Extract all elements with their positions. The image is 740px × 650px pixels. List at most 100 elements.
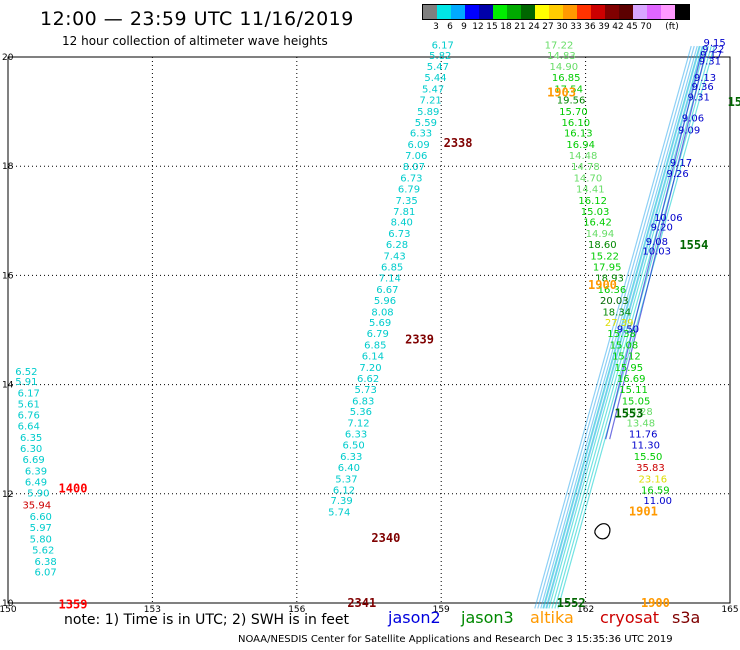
pass-time-label: 1900 [588,278,617,292]
satellite-label-s3a: s3a [672,608,701,627]
wave-height-label: 9.36 [691,82,713,93]
wave-height-label: 6.50 [343,440,365,451]
wave-height-label: 7.39 [330,496,352,507]
wave-height-label: 11.00 [643,496,672,507]
wave-height-label: 6.33 [345,430,367,441]
wave-height-label: 8.07 [403,162,425,173]
swath-blue [537,45,695,609]
wave-height-label: 7.81 [393,207,415,218]
legend-label: 27 [542,22,554,32]
wave-height-label: 14.78 [571,162,600,173]
wave-height-label: 14.28 [624,407,653,418]
swath-cyan [545,45,703,609]
island-outline [594,523,611,540]
satellite-label-jason3: jason3 [461,608,514,627]
wave-height-label: 6.85 [364,341,386,352]
pass-time-label: 1359 [59,597,88,611]
legend-label: 15 [486,22,498,32]
legend-color-bar [422,4,690,20]
wave-height-label: 6.40 [338,463,360,474]
wave-height-label: 5.90 [27,489,49,500]
wave-height-label: 8.08 [371,307,393,318]
wave-height-label: 14.83 [547,51,576,62]
swath-cyan [542,45,700,609]
wave-height-label: 20.03 [600,296,629,307]
legend-swatch [549,5,563,19]
swath-blue [546,45,704,609]
wave-height-label: 5.73 [355,385,377,396]
legend-swatch [451,5,465,19]
x-tick-label: 165 [721,605,738,615]
wave-height-label: 5.44 [424,73,446,84]
wave-height-label: 7.06 [405,151,427,162]
wave-height-label: 7.21 [420,95,442,106]
y-tick-label: 16 [2,271,14,281]
wave-height-label: 5.47 [427,62,449,73]
legend-swatch [507,5,521,19]
wave-height-label: 15.70 [559,107,588,118]
wave-height-label: 15.11 [619,385,648,396]
wave-height-label: 7.14 [379,273,401,284]
pass-time-label: 1901 [629,505,658,519]
legend-label: 36 [584,22,596,32]
y-tick-label: 14 [2,381,14,391]
legend-label: 70 [640,22,652,32]
pass-time-label: 2341 [347,596,376,610]
wave-height-label: 23.16 [639,474,668,485]
wave-height-label: 6.49 [25,478,47,489]
satellite-label-altika: altika [530,608,574,627]
wave-height-label: 5.47 [422,84,444,95]
legend-swatch [591,5,605,19]
y-tick-label: 10 [2,599,14,609]
wave-height-label: 9.15 [704,38,726,49]
pass-time-label: 2338 [444,136,473,150]
pass-time-label: 1900 [641,596,670,610]
satellite-label-cryosat: cryosat [600,608,660,627]
legend-swatch [675,5,689,19]
wave-height-label: 16.85 [552,73,581,84]
swath-dark-blue [609,51,707,440]
wave-height-label: 17.95 [593,262,622,273]
wave-height-label: 6.30 [20,444,42,455]
legend-label: 9 [461,22,467,32]
wave-height-label: 9.09 [678,125,700,136]
wave-height-label: 6.69 [22,455,44,466]
wave-height-label: 16.36 [598,285,627,296]
y-tick-label: 12 [2,490,13,500]
y-tick-label: 20 [2,53,14,63]
legend-swatch [647,5,661,19]
wave-height-label: 5.97 [30,523,52,534]
legend-swatch [661,5,675,19]
wave-height-label: 6.62 [357,374,379,385]
wave-height-label: 9.08 [646,237,668,248]
wave-height-label: 15.08 [610,341,639,352]
x-tick-label: 156 [288,605,305,615]
swath-cyan [548,45,706,609]
legend-label: 18 [500,22,512,32]
wave-height-label: 5.91 [15,377,37,388]
wave-height-label: 18.60 [588,240,617,251]
wave-height-label: 9.22 [702,45,724,56]
wave-height-label: 5.36 [350,407,372,418]
wave-height-label: 6.38 [34,557,56,568]
wave-height-label: 6.73 [400,173,422,184]
wave-height-label: 6.67 [376,285,398,296]
wave-height-label: 5.37 [335,474,357,485]
y-tick-label: 18 [2,162,14,172]
page-subtitle: 12 hour collection of altimeter wave hei… [62,34,328,48]
wave-height-label: 9.17 [670,158,692,169]
wave-height-label: 5.59 [415,118,437,129]
wave-height-label: 15.50 [634,452,663,463]
pass-time-label: 1553 [614,406,643,420]
wave-height-label: 11.30 [631,440,660,451]
wave-height-label: 6.83 [352,396,374,407]
wave-height-label: 6.85 [381,262,403,273]
wave-height-label: 9.20 [651,223,673,234]
wave-height-label: 11.76 [629,430,658,441]
legend-label: 45 [626,22,638,32]
legend-swatch [437,5,451,19]
wave-height-label: 14.94 [586,229,615,240]
wave-height-label: 6.52 [15,367,37,378]
wave-height-label: 6.28 [386,240,408,251]
pass-time-label: 1555 [728,95,740,109]
